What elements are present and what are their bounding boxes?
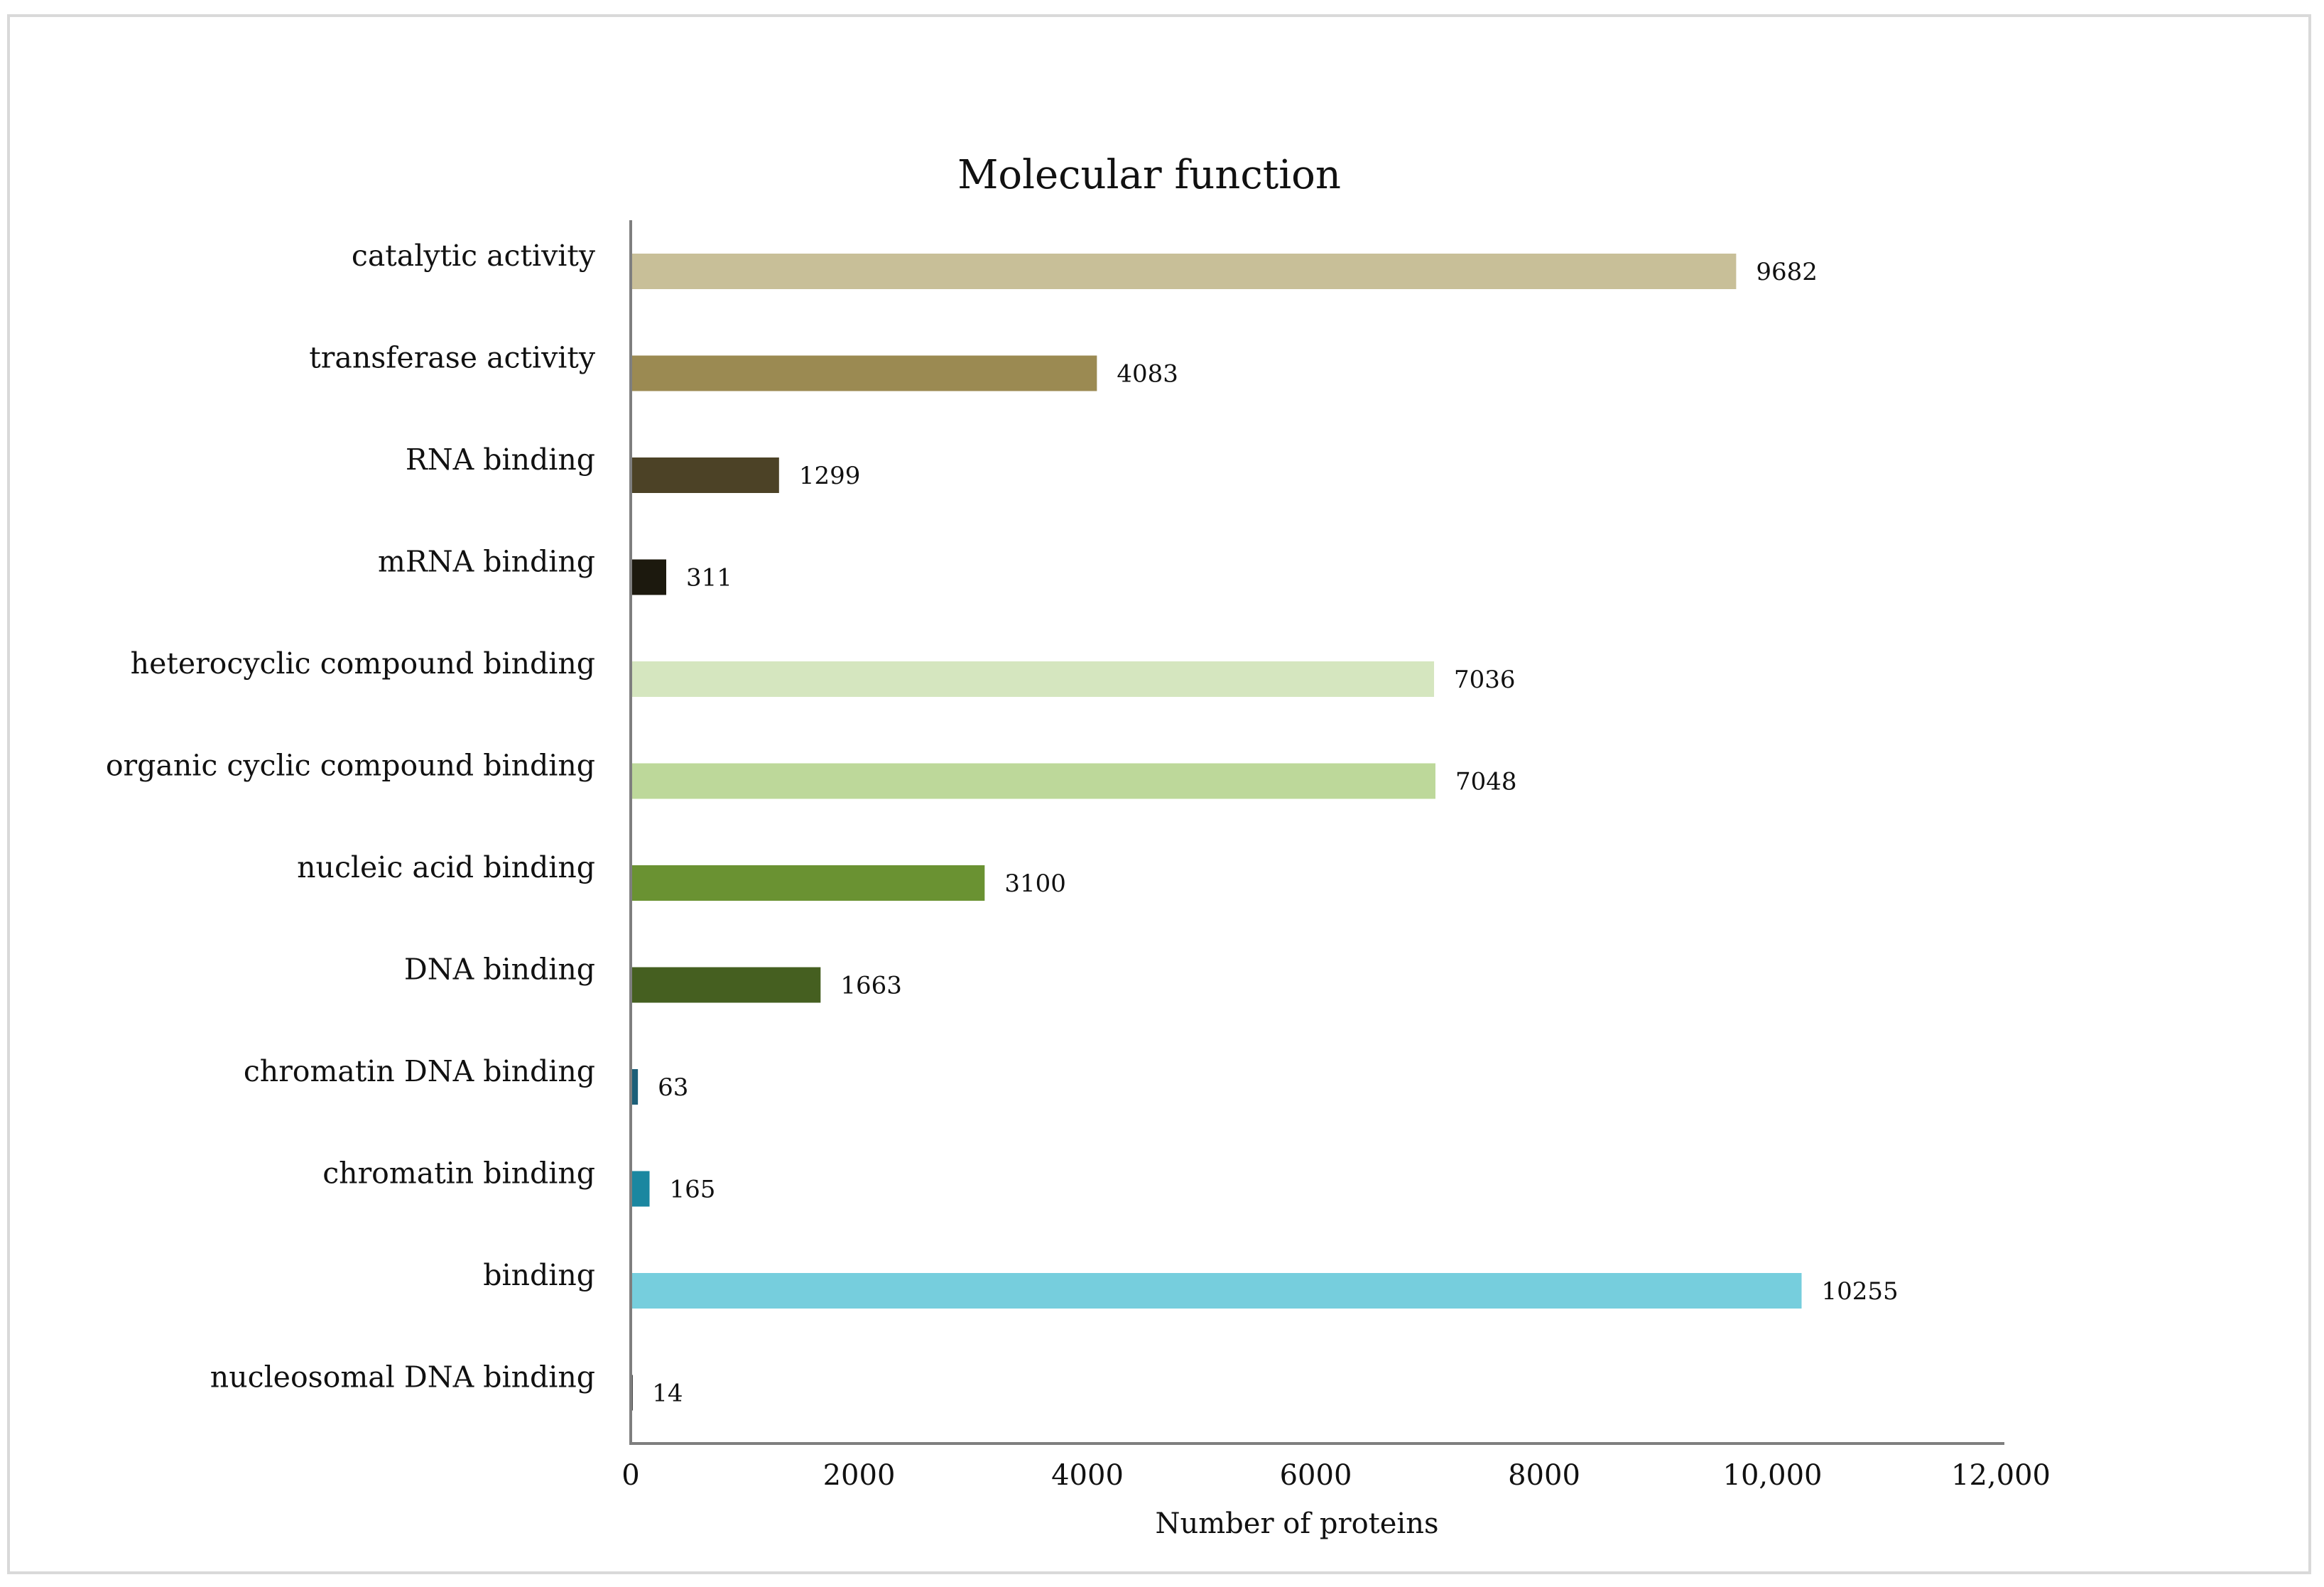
x-tick-labels-layer: 0 2000 4000 6000 8000 10,000 12,000 [621,1459,2051,1492]
value-label-3: 311 [686,564,732,592]
x-tick-label-1: 2000 [823,1459,896,1492]
value-label-4: 7036 [1454,666,1516,694]
value-labels-layer: 9682 4083 1299 311 7036 7048 3100 1663 63 165 1025… [652,258,1898,1408]
value-label-8: 63 [658,1073,688,1102]
category-label-3: mRNA binding [378,545,595,579]
bar-8 [631,1069,639,1105]
value-label-7: 1663 [840,972,902,1000]
value-label-5: 7048 [1455,768,1517,796]
bar-2 [631,457,779,493]
category-label-0: catalytic activity [352,239,596,273]
category-label-7: DNA binding [404,953,595,987]
x-tick-label-2: 4000 [1051,1459,1124,1492]
category-label-10: binding [483,1258,595,1292]
x-axis-label: Number of proteins [1155,1507,1438,1540]
category-labels-layer: catalytic activity transferase activity RN… [106,239,596,1394]
category-label-2: RNA binding [406,443,595,477]
bar-6 [631,865,985,901]
value-label-6: 3100 [1004,870,1066,898]
value-label-11: 14 [652,1380,683,1408]
category-label-9: chromatin binding [322,1157,595,1191]
bar-4 [631,661,1435,697]
x-tick-label-5: 10,000 [1723,1459,1823,1492]
category-label-4: heterocyclic compound binding [131,646,595,681]
category-label-8: chromatin DNA binding [244,1054,595,1088]
value-label-1: 4083 [1117,360,1178,389]
bar-5 [631,763,1435,799]
chart-title: Molecular function [957,152,1341,198]
x-tick-label-4: 8000 [1508,1459,1580,1492]
value-label-0: 9682 [1756,258,1818,286]
value-label-10: 10255 [1821,1277,1898,1306]
bar-10 [631,1273,1802,1309]
x-tick-label-3: 6000 [1280,1459,1352,1492]
category-label-5: organic cyclic compound binding [106,749,595,783]
bars-layer [631,254,1802,1411]
category-label-6: nucleic acid binding [297,850,595,884]
bar-0 [631,254,1737,289]
bar-3 [631,559,666,595]
category-label-11: nucleosomal DNA binding [210,1360,595,1394]
bar-1 [631,355,1097,391]
bar-7 [631,967,821,1003]
category-label-1: transferase activity [309,341,596,375]
bar-9 [631,1171,650,1207]
value-label-9: 165 [670,1176,716,1204]
x-tick-label-0: 0 [621,1459,639,1492]
value-label-2: 1299 [799,462,861,490]
x-tick-label-6: 12,000 [1951,1459,2051,1492]
